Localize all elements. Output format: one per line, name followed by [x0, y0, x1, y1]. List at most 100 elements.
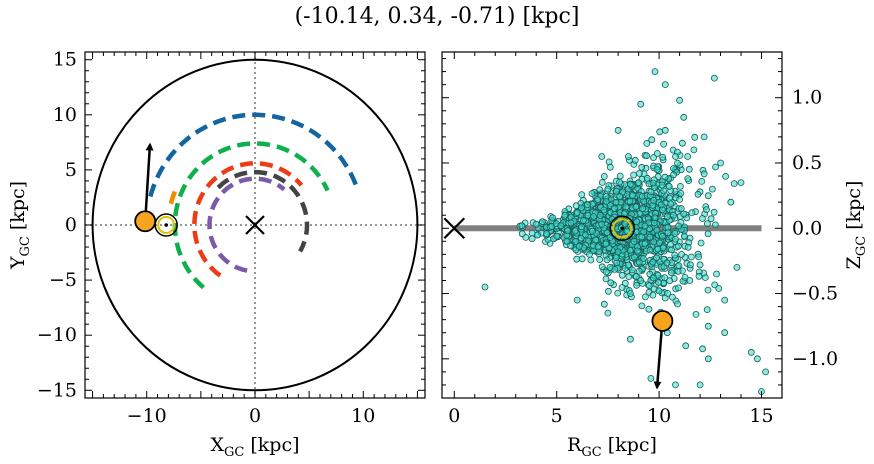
scatter-point	[696, 381, 704, 389]
left-ticks	[85, 52, 425, 398]
scatter-point	[667, 200, 674, 208]
scatter-point	[654, 245, 662, 253]
scatter-point	[635, 179, 642, 187]
scatter-point	[661, 126, 669, 134]
scatter-point	[642, 293, 649, 301]
scatter-point	[658, 181, 666, 189]
scatter-point	[567, 219, 575, 227]
scatter-point	[659, 232, 666, 240]
scatter-point	[578, 204, 585, 212]
scatter-point	[573, 296, 581, 304]
scatter-point	[582, 231, 589, 239]
spiral-arm-2	[172, 141, 330, 290]
scatter-point	[655, 287, 663, 295]
scatter-point	[629, 192, 636, 200]
scatter-point	[616, 172, 624, 180]
scatter-point	[676, 96, 683, 104]
scatter-point	[643, 139, 651, 147]
scatter-point	[596, 256, 604, 264]
scatter-point	[664, 223, 672, 231]
scatter-point	[678, 250, 685, 258]
scatter-point	[630, 171, 637, 179]
scatter-point	[612, 198, 620, 206]
scatter-point	[651, 214, 659, 222]
scatter-point	[699, 345, 706, 353]
scatter-point	[603, 256, 611, 264]
scatter-point	[646, 233, 654, 241]
scatter-point	[648, 136, 656, 144]
scatter-point	[625, 273, 633, 281]
scatter-point	[655, 278, 662, 286]
object-velocity-arrow	[143, 142, 154, 222]
galaxy-boundary-circle	[91, 58, 419, 392]
scatter-point	[636, 169, 643, 177]
scatter-point	[616, 193, 624, 201]
scatter-point	[563, 237, 571, 245]
scatter-point	[600, 172, 608, 180]
scatter-point	[712, 163, 719, 171]
right-x-tick-label: 10	[647, 405, 671, 427]
scatter-point	[606, 263, 614, 271]
scatter-point	[670, 171, 677, 179]
scatter-point	[712, 221, 719, 229]
right-x-tick-label: 5	[551, 405, 563, 427]
spiral-arm-1	[148, 112, 359, 198]
scatter-point	[539, 218, 546, 226]
scatter-point	[661, 81, 669, 88]
scatter-point	[762, 368, 769, 376]
scatter-point	[703, 306, 711, 314]
scatter-point	[707, 215, 715, 223]
scatter-point	[579, 216, 587, 224]
scatter-point	[737, 179, 745, 187]
scatter-point	[660, 140, 667, 148]
right-y-tick-label: −0.5	[792, 283, 838, 305]
scatter-point	[717, 159, 724, 167]
scatter-point	[598, 179, 606, 186]
left-y-axis-label: YGC [kpc]	[7, 181, 33, 270]
scatter-point	[564, 227, 571, 235]
scatter-point	[650, 154, 657, 162]
scatter-point	[672, 153, 679, 160]
left-plot-area	[85, 52, 425, 398]
right-y-tick-label: 0.0	[792, 217, 822, 239]
scatter-point	[575, 243, 583, 250]
scatter-point	[651, 68, 659, 75]
scatter-point	[694, 190, 702, 198]
scatter-point	[721, 329, 729, 337]
scatter-point	[711, 74, 718, 82]
scatter-point	[594, 196, 602, 203]
scatter-point	[637, 277, 645, 284]
scatter-point	[557, 222, 565, 230]
scatter-point	[684, 153, 692, 160]
sun-yellow-ring	[157, 216, 176, 234]
scatter-point	[518, 222, 526, 230]
scatter-point	[687, 261, 694, 269]
scatter-point	[604, 185, 612, 193]
galactic-center-marker	[245, 215, 265, 235]
scatter-point	[680, 113, 688, 121]
scatter-point	[686, 277, 694, 284]
left-y-tick-label: −15	[37, 379, 77, 401]
scatter-point	[635, 258, 643, 266]
scatter-point	[594, 243, 602, 251]
scatter-point	[628, 266, 636, 274]
scatter-point	[553, 232, 561, 240]
scatter-point	[639, 205, 647, 213]
right-frame	[441, 51, 783, 399]
scatter-point	[637, 100, 645, 108]
object-marker	[134, 210, 157, 233]
scatter-point	[666, 277, 674, 285]
scatter-point	[578, 223, 585, 231]
scatter-point	[638, 163, 646, 171]
scatter-point	[596, 186, 604, 194]
scatter-point	[713, 270, 720, 278]
scatter-point	[672, 381, 679, 389]
scatter-point	[647, 188, 655, 196]
left-y-tick-label: 15	[53, 49, 77, 71]
scatter-point	[638, 233, 646, 241]
scatter-point	[533, 231, 541, 239]
scatter-point	[747, 348, 755, 356]
scatter-point	[602, 198, 610, 205]
scatter-point	[688, 253, 695, 261]
